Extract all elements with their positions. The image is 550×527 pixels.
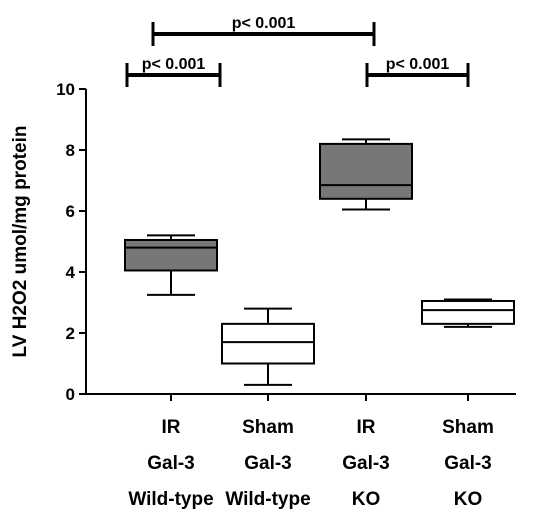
iqr-box: [319, 142, 413, 200]
significance-label: p< 0.001: [142, 56, 206, 73]
y-tick-label: 4: [66, 263, 76, 282]
category-label: KO: [454, 489, 483, 510]
y-tick-label: 10: [56, 80, 75, 99]
significance-label: p< 0.001: [386, 56, 450, 73]
category-label: KO: [352, 489, 381, 510]
category-label: Wild-type: [128, 489, 213, 510]
iqr-box: [124, 238, 218, 272]
y-tick-label: 8: [66, 141, 75, 160]
category-label: Wild-type: [225, 489, 310, 510]
y-tick-label: 0: [66, 385, 75, 404]
y-tick-label: 6: [66, 202, 75, 221]
category-label: Sham: [442, 417, 494, 438]
category-label: IR: [357, 417, 376, 438]
y-axis-title: LV H2O2 umol/mg protein: [10, 126, 31, 358]
iqr-box: [421, 299, 515, 325]
iqr-box: [221, 322, 315, 365]
y-tick-label: 2: [66, 324, 75, 343]
category-label: Gal-3: [244, 453, 292, 474]
significance-label: p< 0.001: [232, 15, 296, 32]
category-label: Gal-3: [444, 453, 492, 474]
category-label: Sham: [242, 417, 294, 438]
category-label: IR: [162, 417, 181, 438]
category-label: Gal-3: [342, 453, 390, 474]
category-label: Gal-3: [147, 453, 195, 474]
